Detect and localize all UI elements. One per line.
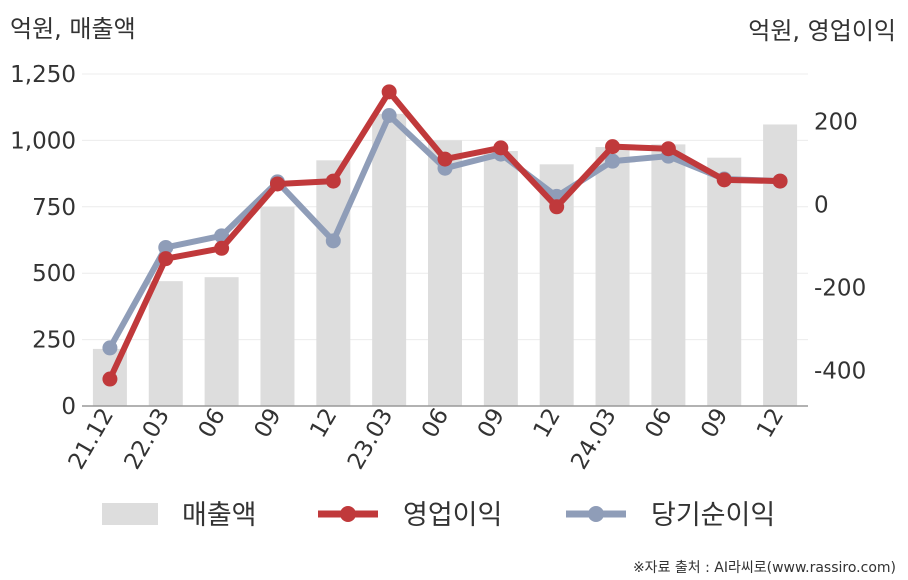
right-axis-ticks: -400 -200 0 200: [814, 110, 866, 385]
left-tick-label: 750: [32, 195, 76, 221]
operating-profit-point: [716, 172, 732, 188]
operating-profit-point: [493, 140, 509, 156]
x-axis-ticks: 21.12 22.03 06 09 12 23.03 06 09 12 24.03 06 09 12: [64, 404, 790, 474]
net-income-point: [325, 233, 341, 249]
operating-profit-point: [325, 173, 341, 189]
line-series-group: [102, 84, 788, 387]
x-tick-label: 22.03: [120, 404, 175, 474]
operating-profit-point: [158, 251, 174, 267]
right-tick-label: 0: [814, 193, 829, 219]
operating-profit-point: [102, 371, 118, 387]
left-tick-label: 0: [61, 394, 76, 420]
revenue-bar: [707, 157, 742, 406]
legend-label-operating-profit: 영업이익: [403, 500, 502, 531]
revenue-bar: [651, 144, 686, 406]
x-tick-label: 09: [250, 404, 287, 442]
operating-profit-point: [605, 139, 621, 155]
operating-profit-point: [772, 173, 788, 189]
x-tick-label: 12: [529, 404, 566, 442]
legend-label-revenue: 매출액: [182, 500, 257, 531]
legend-marker-net-income: [588, 506, 604, 522]
operating-profit-point: [381, 84, 397, 100]
x-tick-label: 09: [473, 404, 510, 442]
x-tick-label: 24.03: [566, 404, 621, 474]
revenue-bar: [148, 281, 183, 406]
left-tick-label: 1,250: [10, 62, 76, 88]
left-axis-title: 억원, 매출액: [10, 15, 136, 43]
left-axis-ticks: 0 250 500 750 1,000 1,250: [10, 62, 76, 420]
legend-label-net-income: 당기순이익: [651, 500, 775, 531]
revenue-bar: [428, 140, 462, 406]
revenue-bar: [372, 113, 407, 406]
x-tick-label: 09: [696, 404, 733, 442]
left-tick-label: 1,000: [10, 128, 76, 154]
bar-series-revenue: [92, 113, 798, 407]
revenue-bar: [260, 206, 295, 406]
x-tick-label: 12: [305, 404, 342, 442]
x-tick-label: 12: [752, 404, 789, 442]
operating-profit-point: [549, 199, 565, 215]
legend-marker-operating-profit: [340, 506, 356, 522]
operating-profit-point: [269, 176, 285, 192]
net-income-point: [605, 153, 621, 169]
left-tick-label: 250: [32, 328, 76, 354]
legend-swatch-revenue: [102, 503, 158, 525]
right-tick-label: -200: [814, 276, 866, 302]
net-income-point: [158, 239, 174, 255]
operating-profit-point: [660, 141, 676, 157]
x-tick-label: 06: [417, 404, 454, 442]
right-tick-label: 200: [814, 110, 858, 136]
net-income-point: [381, 108, 397, 123]
right-axis-title: 억원, 영업이익: [748, 17, 896, 45]
revenue-bar: [316, 160, 351, 406]
source-note: ※자료 출처 : AI라씨로(www.rassiro.com): [633, 560, 896, 576]
x-tick-label: 06: [640, 404, 677, 442]
x-tick-label: 06: [194, 404, 231, 442]
x-tick-label: 23.03: [343, 404, 398, 474]
legend: 매출액 영업이익 당기순이익: [102, 500, 775, 531]
operating-profit-point: [437, 151, 453, 167]
revenue-bar: [483, 151, 518, 406]
revenue-bar: [204, 277, 239, 406]
net-income-point: [102, 340, 118, 356]
left-tick-label: 500: [32, 261, 76, 287]
revenue-bar: [595, 147, 630, 407]
revenue-bar: [763, 124, 798, 407]
right-tick-label: -400: [814, 359, 866, 385]
operating-profit-point: [214, 240, 230, 256]
